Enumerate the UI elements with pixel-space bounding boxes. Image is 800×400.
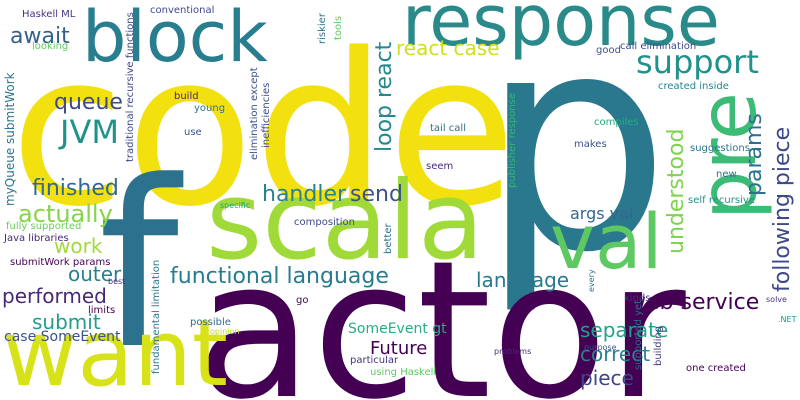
word-elimination-except: elimination except [249, 67, 260, 160]
word-code: code [10, 8, 517, 253]
word-f: f [98, 133, 179, 400]
word-problems: problems [494, 347, 532, 356]
word-using-haskell: using Haskell [370, 367, 437, 378]
word-call-elimination: call elimination [620, 41, 697, 52]
word-val: val [550, 197, 663, 286]
word-young: young [194, 103, 226, 114]
word-riskier: riskier [317, 13, 328, 44]
word-conventional: conventional [150, 5, 215, 16]
word-params: params [742, 113, 767, 196]
word-react-case: react case [396, 36, 500, 60]
word-scala: scala [206, 159, 485, 284]
word-composition: composition [294, 217, 355, 228]
word-myqueue-submitwork: myQueue submitWork [3, 72, 17, 206]
word-suggestions: suggestions [690, 143, 750, 154]
word-send: send [350, 182, 403, 207]
word-finished: finished [32, 176, 119, 201]
word-actually: actually [18, 200, 113, 228]
word-loop-react: loop react [372, 41, 397, 152]
word-opinion: opinion [210, 327, 240, 336]
word-fundamental-limitation: fundamental limitation [151, 259, 162, 374]
word-submitwork-params: submitWork params [10, 257, 111, 268]
word-seem: seem [426, 161, 454, 172]
word-new: new [716, 169, 737, 180]
word-haskell-ml: Haskell ML [22, 9, 76, 20]
word-specific: specific [220, 201, 251, 210]
word-actor: actor [196, 220, 686, 400]
word-block: block [82, 0, 268, 78]
word-better: better [383, 223, 394, 254]
word-best: best [108, 277, 126, 286]
word-supported-yet: supported yet [633, 299, 644, 370]
word-every: every [587, 269, 596, 292]
word-understood: understood [664, 128, 689, 254]
word-go: go [296, 295, 309, 306]
word-submit: submit [32, 310, 101, 334]
word-web-service: web service [628, 290, 760, 315]
word-want: want [2, 300, 229, 400]
word-traditional-recursive-functions: traditional recursive functions [125, 12, 136, 162]
word-particular: particular [350, 355, 399, 366]
word-solve: solve [766, 295, 787, 304]
word-work: work [54, 234, 103, 258]
word-kinds: kinds [624, 293, 651, 304]
word-makes: makes [574, 139, 607, 150]
word-created-inside: created inside [658, 81, 729, 92]
word-following-piece: following piece [770, 126, 795, 292]
word-performed: performed [2, 284, 107, 308]
word-case-someevent: case SomeEvent [4, 329, 121, 345]
word-p: p [480, 0, 671, 318]
word-handler: handler [262, 182, 347, 207]
word-fully-supported: fully supported [6, 221, 82, 232]
word-support: support [636, 43, 759, 81]
word-correct: correct [580, 342, 651, 366]
word-purpose: purpose [584, 343, 617, 352]
word-limits: limits [88, 305, 116, 316]
word-tools: tools [333, 15, 344, 40]
word-language: language [476, 268, 570, 292]
word-inefficiencies: inefficiencies [261, 82, 272, 148]
word-separate: separate [580, 318, 669, 342]
word-future: Future [370, 338, 428, 359]
word-piece: piece [580, 366, 634, 390]
word-queue: queue [54, 90, 123, 115]
word-good: good [596, 45, 621, 56]
word-build: build [174, 91, 199, 102]
word-response: response [402, 0, 720, 62]
word-possible: possible [190, 317, 231, 328]
word-self-recursive: self recursive [688, 195, 755, 206]
word-await: await [10, 24, 70, 49]
word-use: use [184, 127, 202, 138]
word-tail-call: tail call [430, 123, 466, 134]
word-args-val: args val [570, 204, 634, 223]
word-compiles: compiles [594, 117, 639, 128]
word-java-libraries: Java libraries [4, 233, 69, 244]
word-net: .NET [778, 315, 797, 324]
word-jvm: JVM [60, 113, 119, 151]
word-building: building [653, 325, 664, 366]
word-functional-language: functional language [170, 264, 389, 289]
word-outer: outer [68, 262, 122, 286]
word-one-created: one created [686, 363, 746, 374]
word-looking: looking [32, 41, 69, 52]
word-publisher-response: publisher response [507, 93, 518, 188]
word-someevent-gt: SomeEvent gt [348, 321, 447, 337]
